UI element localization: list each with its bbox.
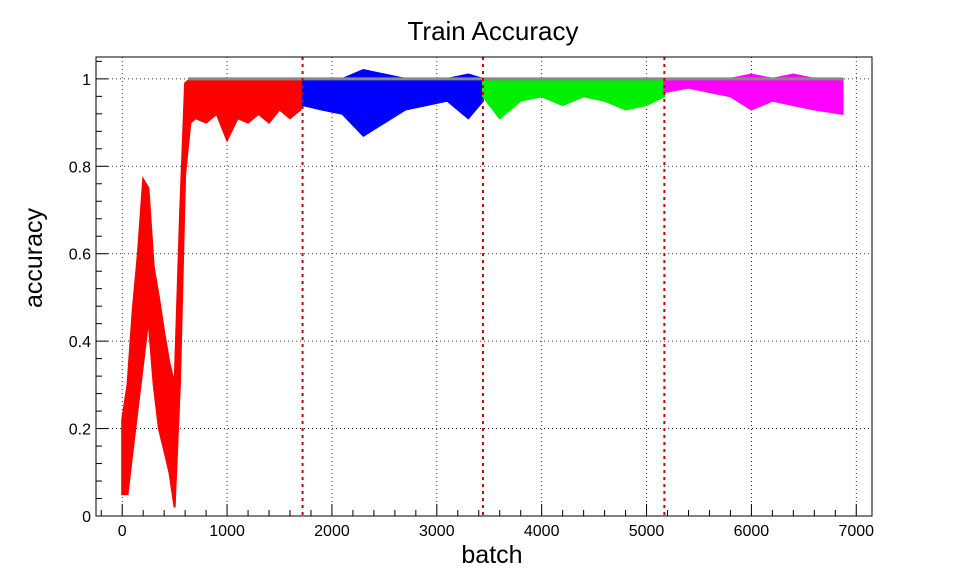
x-tick-label: 4000: [524, 523, 560, 540]
chart-title: Train Accuracy: [408, 16, 579, 46]
x-axis-title: batch: [461, 541, 522, 569]
x-tick-label: 2000: [314, 523, 350, 540]
x-tick-label: 3000: [419, 523, 455, 540]
y-tick-label: 1: [82, 72, 91, 89]
y-tick-label: 0.6: [69, 247, 91, 264]
series-band-4: [663, 73, 844, 115]
x-tick-label: 1000: [209, 523, 245, 540]
x-tick-label: 5000: [629, 523, 665, 540]
series-band-3: [482, 77, 666, 120]
plot-area: [121, 69, 844, 508]
x-tick-label: 6000: [734, 523, 770, 540]
x-tick-labels: 0 1000 2000 3000 4000 5000 6000 7000: [118, 523, 874, 540]
y-tick-label: 0.8: [69, 159, 91, 176]
y-tick-label: 0: [82, 509, 91, 526]
plot-frame: [95, 56, 873, 517]
y-tick-label: 0.4: [69, 334, 91, 351]
x-tick-label: 0: [118, 523, 127, 540]
x-tick-label: 7000: [838, 523, 874, 540]
axis-ticks: [96, 60, 857, 517]
series-band-1: [121, 77, 302, 508]
y-tick-label: 0.2: [69, 422, 91, 439]
grid: [96, 57, 872, 517]
y-tick-labels: 0 0.2 0.4 0.6 0.8 1: [69, 72, 91, 526]
y-axis-title: accuracy: [20, 207, 48, 308]
